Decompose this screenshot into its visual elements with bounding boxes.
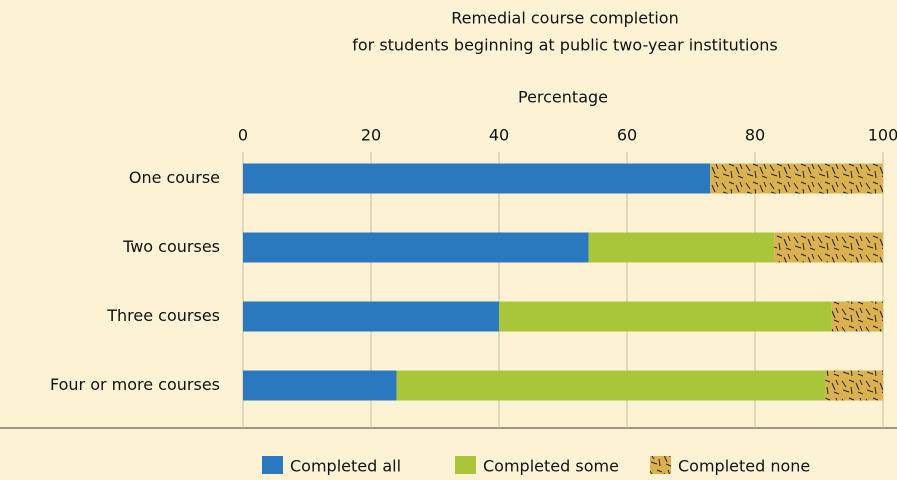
x-tick-label: 60 [617, 126, 637, 145]
bar-segment [774, 232, 883, 263]
bar-segment [396, 370, 826, 401]
bar-segment [243, 163, 711, 194]
legend-label: Completed all [290, 457, 401, 476]
y-tick-label: Four or more courses [50, 375, 220, 394]
bar-segment [831, 301, 883, 332]
legend-swatch [262, 456, 283, 474]
y-tick-label: Two courses [122, 237, 220, 256]
bar-segment [243, 301, 499, 332]
bar-segment [243, 370, 397, 401]
bar-segment [243, 232, 589, 263]
bar-segment [499, 301, 832, 332]
x-tick-label: 20 [361, 126, 381, 145]
chart-title: Remedial course completion [451, 9, 678, 28]
x-axis-label: Percentage [518, 88, 608, 107]
x-tick-label: 100 [868, 126, 897, 145]
bar-segment [710, 163, 883, 194]
x-tick-label: 80 [745, 126, 765, 145]
chart-subtitle: for students beginning at public two-yea… [352, 36, 778, 55]
legend-swatch [455, 456, 476, 474]
bar-segment [588, 232, 775, 263]
legend-label: Completed some [483, 457, 619, 476]
y-tick-label: Three courses [106, 306, 220, 325]
x-tick-label: 0 [238, 126, 248, 145]
legend-swatch [650, 456, 671, 474]
y-tick-label: One course [129, 168, 220, 187]
legend-label: Completed none [678, 457, 810, 476]
x-tick-label: 40 [489, 126, 509, 145]
bar-segment [825, 370, 883, 401]
